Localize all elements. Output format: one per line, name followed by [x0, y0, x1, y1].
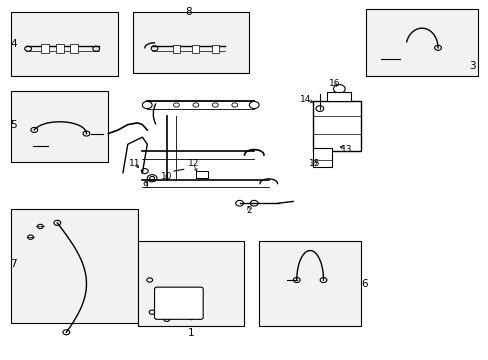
Bar: [366, 9, 477, 76]
Text: 8: 8: [185, 7, 191, 17]
Circle shape: [173, 103, 179, 107]
Text: 13: 13: [340, 145, 352, 154]
Bar: [259, 241, 361, 327]
Circle shape: [212, 103, 218, 107]
Bar: [196, 171, 207, 178]
Bar: [192, 45, 199, 53]
Bar: [173, 45, 180, 53]
Text: 1: 1: [187, 328, 194, 338]
FancyBboxPatch shape: [154, 287, 203, 319]
Circle shape: [231, 103, 237, 107]
Bar: [56, 44, 63, 53]
Bar: [70, 44, 78, 53]
Text: 7: 7: [10, 259, 17, 269]
Text: 14: 14: [299, 95, 310, 104]
Text: 15: 15: [308, 159, 320, 168]
Text: 16: 16: [328, 79, 340, 88]
Bar: [137, 241, 244, 327]
Text: 2: 2: [246, 206, 252, 215]
Text: 9: 9: [142, 181, 147, 190]
Text: 3: 3: [468, 61, 474, 71]
Bar: [11, 12, 118, 76]
Text: 4: 4: [10, 39, 17, 49]
Circle shape: [193, 103, 199, 107]
Bar: [312, 102, 361, 152]
Bar: [41, 44, 49, 53]
Bar: [211, 45, 218, 53]
Text: 5: 5: [10, 120, 17, 130]
Bar: [132, 12, 249, 73]
Text: 6: 6: [361, 279, 367, 289]
Bar: [326, 93, 351, 102]
Bar: [11, 91, 108, 162]
Text: 12: 12: [187, 159, 199, 168]
Bar: [312, 148, 331, 167]
Bar: [11, 208, 137, 323]
Text: 11: 11: [129, 159, 141, 168]
Text: 10: 10: [161, 172, 172, 181]
